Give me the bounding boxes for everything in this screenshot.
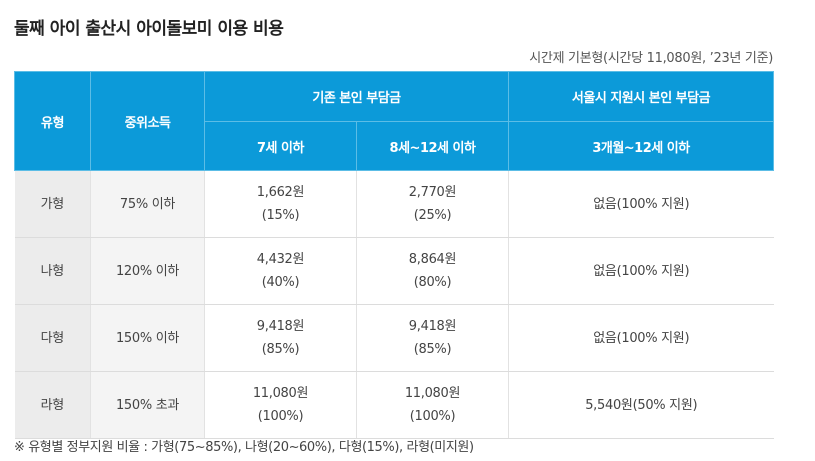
amount: 1,662원	[256, 185, 305, 200]
cell-type: 가형	[14, 170, 91, 238]
percent: (80%)	[413, 275, 452, 290]
cell-seoul: 없음(100% 지원)	[508, 304, 774, 372]
cell-income: 150% 이하	[90, 304, 205, 372]
percent: (100%)	[257, 409, 304, 424]
cost-table: 유형 중위소득 기존 본인 부담금 서울시 지원시 본인 부담금 7세 이하 8…	[14, 71, 774, 439]
cell-income: 120% 이하	[90, 237, 205, 305]
table-row: 다형 150% 이하 9,418원 (85%) 9,418원 (85%) 없음(10…	[14, 304, 774, 372]
cell-existing-7: 11,080원 (100%)	[204, 371, 357, 439]
amount: 2,770원	[408, 185, 457, 200]
percent: (85%)	[261, 342, 300, 357]
cell-existing-7: 4,432원 (40%)	[204, 237, 357, 305]
percent: (85%)	[413, 342, 452, 357]
cell-existing-8-12: 2,770원 (25%)	[356, 170, 509, 238]
percent: (25%)	[413, 208, 452, 223]
header-type: 유형	[14, 71, 91, 171]
cell-income: 75% 이하	[90, 170, 205, 238]
cell-existing-7: 1,662원 (15%)	[204, 170, 357, 238]
table-row: 라형 150% 초과 11,080원 (100%) 11,080원 (100%) 5…	[14, 371, 774, 439]
cell-seoul: 없음(100% 지원)	[508, 237, 774, 305]
amount: 11,080원	[252, 386, 309, 401]
table-row: 나형 120% 이하 4,432원 (40%) 8,864원 (80%) 없음(10…	[14, 237, 774, 305]
cell-existing-8-12: 11,080원 (100%)	[356, 371, 509, 439]
percent: (40%)	[261, 275, 300, 290]
cell-existing-7: 9,418원 (85%)	[204, 304, 357, 372]
amount: 8,864원	[408, 252, 457, 267]
cell-type: 나형	[14, 237, 91, 305]
cell-existing-8-12: 8,864원 (80%)	[356, 237, 509, 305]
header-income: 중위소득	[90, 71, 205, 171]
page-title: 둘째 아이 출산시 아이돌보미 이용 비용	[14, 19, 284, 39]
amount: 4,432원	[256, 252, 305, 267]
table-caption: 시간제 기본형(시간당 11,080원, ’23년 기준)	[529, 51, 773, 66]
percent: (15%)	[261, 208, 300, 223]
header-age-8-12: 8세~12세 이하	[356, 121, 509, 171]
cell-income: 150% 초과	[90, 371, 205, 439]
cell-type: 다형	[14, 304, 91, 372]
amount: 9,418원	[256, 319, 305, 334]
cell-seoul: 없음(100% 지원)	[508, 170, 774, 238]
amount: 11,080원	[404, 386, 461, 401]
header-existing-cost: 기존 본인 부담금	[204, 71, 509, 122]
header-seoul-cost: 서울시 지원시 본인 부담금	[508, 71, 774, 122]
header-age-7-under: 7세 이하	[204, 121, 357, 171]
table-row: 가형 75% 이하 1,662원 (15%) 2,770원 (25%) 없음(100…	[14, 170, 774, 238]
footnote: ※ 유형별 정부지원 비율 : 가형(75~85%), 나형(20~60%), …	[14, 440, 474, 455]
amount: 9,418원	[408, 319, 457, 334]
cell-seoul: 5,540원(50% 지원)	[508, 371, 774, 439]
percent: (100%)	[409, 409, 456, 424]
cell-type: 라형	[14, 371, 91, 439]
cell-existing-8-12: 9,418원 (85%)	[356, 304, 509, 372]
header-age-3m-12: 3개월~12세 이하	[508, 121, 774, 171]
